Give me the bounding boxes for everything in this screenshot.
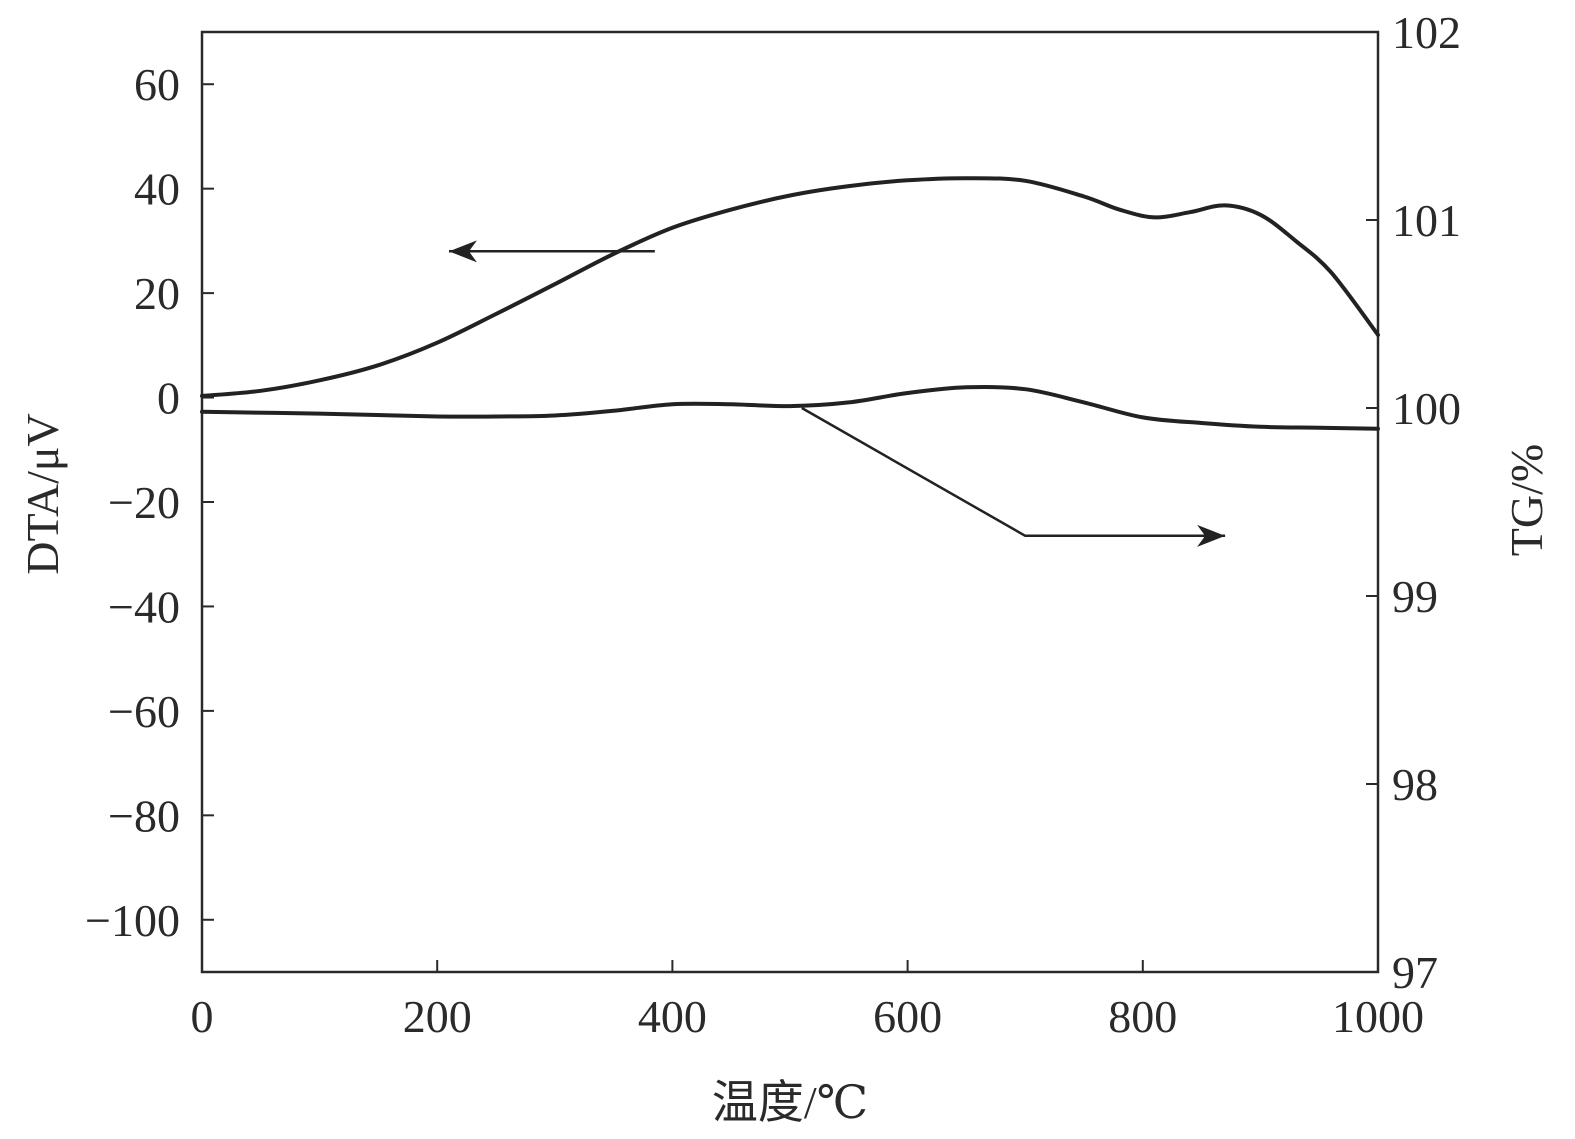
left-y-tick-label: −40 bbox=[108, 581, 180, 632]
x-axis-ticks: 0 200 400 600 800 1000 bbox=[191, 960, 1424, 1042]
dta-curve bbox=[200, 176, 1380, 398]
series-lines bbox=[200, 176, 1380, 431]
right-y-tick-label: 97 bbox=[1392, 947, 1438, 998]
left-y-tick-label: 20 bbox=[134, 268, 180, 319]
left-y-tick-label: −60 bbox=[108, 686, 180, 737]
left-y-tick-label: −80 bbox=[108, 790, 180, 841]
plot-frame bbox=[200, 30, 1380, 974]
x-tick-label: 200 bbox=[403, 991, 472, 1042]
left-y-axis-title: DTA/μV bbox=[17, 413, 68, 575]
tg-curve bbox=[200, 384, 1380, 431]
left-y-tick-label: −100 bbox=[85, 895, 180, 946]
right-y-axis-ticks: 102 101 100 99 98 97 bbox=[1366, 7, 1461, 998]
x-tick-label: 600 bbox=[873, 991, 942, 1042]
right-y-tick-label: 101 bbox=[1392, 195, 1461, 246]
left-y-tick-label: 40 bbox=[134, 164, 180, 215]
arrow-to-right-axis bbox=[801, 406, 1226, 538]
left-y-tick-label: 60 bbox=[134, 59, 180, 110]
left-y-axis-ticks: 60 40 20 0 −20 −40 −60 −80 −100 bbox=[85, 59, 214, 946]
x-tick-label: 800 bbox=[1108, 991, 1177, 1042]
x-tick-label: 400 bbox=[638, 991, 707, 1042]
arrowhead bbox=[448, 240, 477, 263]
left-y-tick-label: 0 bbox=[157, 373, 180, 424]
annotation-arrows bbox=[448, 240, 1226, 547]
right-y-tick-label: 99 bbox=[1392, 571, 1438, 622]
right-y-tick-label: 100 bbox=[1392, 383, 1461, 434]
left-y-tick-label: −20 bbox=[108, 477, 180, 528]
x-tick-label: 1000 bbox=[1332, 991, 1424, 1042]
x-tick-label: 0 bbox=[191, 991, 214, 1042]
right-y-axis-title: TG/% bbox=[1501, 444, 1552, 556]
right-y-tick-label: 98 bbox=[1392, 759, 1438, 810]
right-y-tick-label: 102 bbox=[1392, 7, 1461, 58]
arrowhead bbox=[1197, 524, 1226, 547]
x-axis-title: 温度/℃ bbox=[712, 1077, 868, 1128]
